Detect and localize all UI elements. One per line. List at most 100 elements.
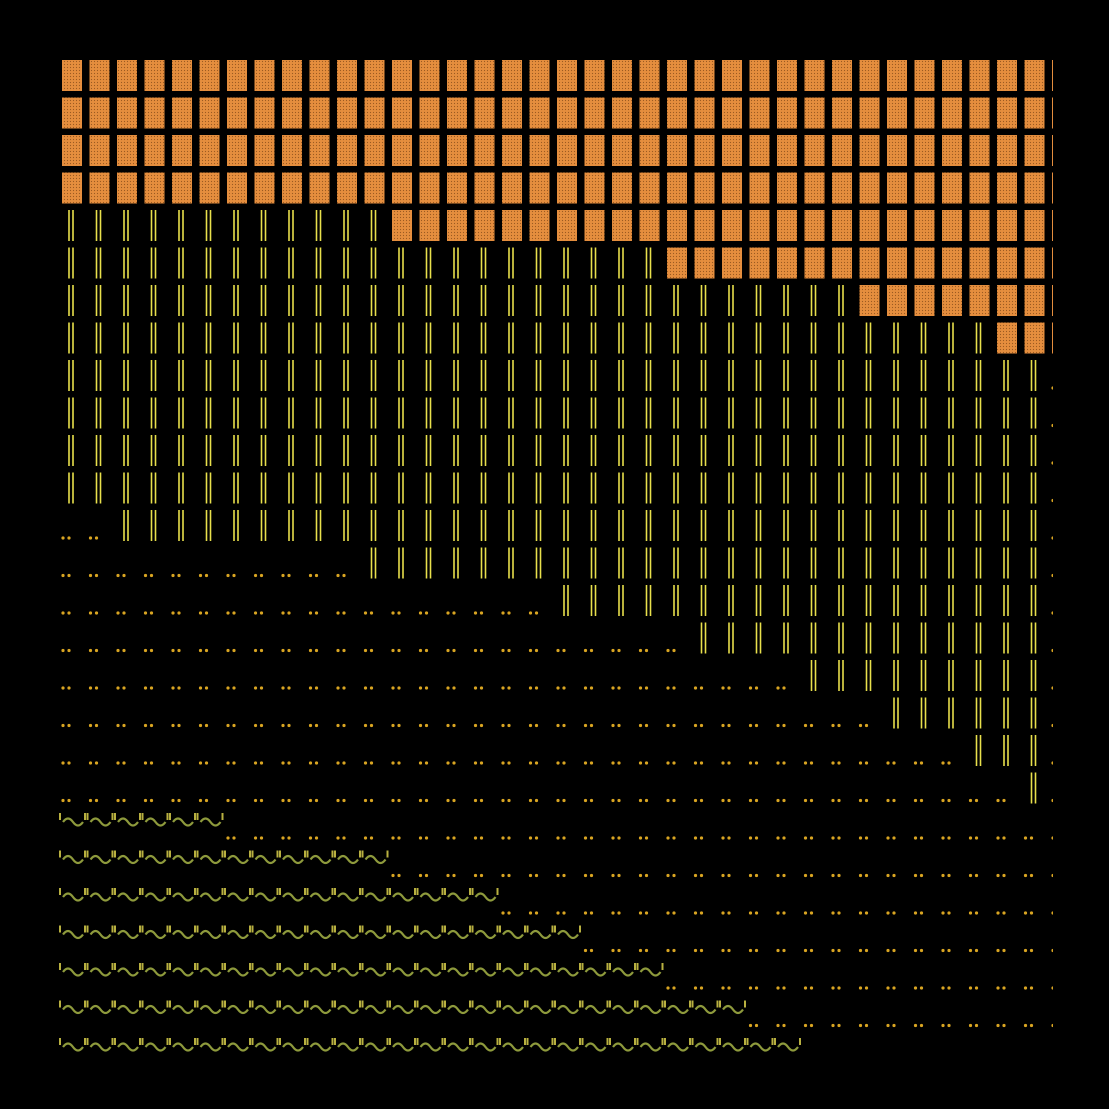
dot: [88, 573, 93, 578]
tick: [361, 963, 364, 970]
tick: [86, 1038, 89, 1045]
dot: [198, 611, 203, 615]
tick: [86, 963, 89, 970]
dot: [919, 873, 924, 878]
tick: [111, 1038, 114, 1045]
tilde: [612, 1042, 634, 1052]
tick: [389, 925, 391, 933]
dot: [1023, 986, 1028, 990]
tick: [689, 1000, 691, 1008]
dot: [672, 723, 676, 728]
orange-block: [749, 210, 770, 241]
dot: [803, 948, 808, 953]
orange-block: [502, 210, 522, 241]
dot: [1002, 836, 1006, 840]
orange-block: [694, 172, 715, 204]
dot: [748, 723, 753, 728]
orange-block: [117, 60, 137, 91]
tick: [251, 925, 254, 933]
dot: [198, 648, 203, 653]
dot: [947, 836, 951, 840]
dot: [858, 761, 863, 765]
tick: [279, 963, 281, 970]
dot: [528, 798, 533, 803]
dot: [369, 648, 374, 653]
dot: [1029, 1023, 1034, 1028]
dot: [693, 761, 698, 765]
dot: [996, 986, 1000, 990]
tilde: [309, 1042, 332, 1052]
tick: [141, 1038, 144, 1045]
dot: [589, 723, 594, 728]
orange-block: [199, 97, 220, 129]
dot: [776, 911, 780, 915]
orange-block: [199, 60, 220, 91]
dot: [589, 686, 594, 690]
orange-block: [364, 97, 385, 129]
orange-block: [474, 135, 495, 166]
dot: [974, 986, 979, 990]
tick: [276, 1000, 279, 1008]
tick: [221, 888, 224, 895]
dot: [776, 723, 780, 728]
tilde: [89, 817, 112, 827]
dot: [776, 873, 780, 878]
tick: [304, 1038, 306, 1045]
dot: [913, 836, 918, 840]
orange-block: [914, 97, 935, 129]
dot: [583, 798, 588, 803]
tick: [771, 1038, 774, 1045]
dot: [149, 686, 154, 690]
dot: [831, 873, 835, 878]
orange-block: [887, 172, 907, 204]
dot: [919, 1023, 924, 1028]
dot: [452, 873, 456, 878]
tick: [196, 850, 199, 858]
orange-block: [639, 210, 660, 241]
dot: [369, 761, 374, 765]
dot: [754, 873, 759, 878]
dot: [391, 761, 395, 765]
tick: [224, 963, 226, 970]
dot: [748, 761, 753, 765]
orange-block: [89, 60, 110, 91]
tick: [141, 925, 144, 933]
orange-block: [667, 97, 687, 129]
orange-block: [337, 97, 357, 129]
dot: [149, 648, 154, 653]
orange-block: [1052, 247, 1053, 279]
dot: [968, 948, 973, 953]
dot: [479, 611, 484, 615]
dot: [61, 536, 65, 540]
tilde: [474, 967, 497, 977]
orange-block: [144, 60, 165, 91]
dot: [259, 836, 264, 840]
dot: [809, 836, 814, 840]
dot: [446, 761, 450, 765]
dot: [259, 798, 264, 803]
orange-block: [1052, 135, 1053, 166]
dot: [666, 948, 670, 953]
tick: [441, 925, 444, 933]
dot: [727, 686, 731, 690]
tick: [139, 813, 141, 820]
orange-block: [1024, 322, 1045, 354]
dot: [418, 648, 423, 653]
dot: [61, 611, 65, 615]
dot: [424, 611, 429, 615]
dot: [589, 948, 594, 953]
dot: [473, 798, 478, 803]
tick: [414, 1038, 416, 1045]
orange-block: [529, 172, 550, 204]
dot: [94, 723, 99, 728]
tick: [196, 813, 199, 820]
tilde: [447, 967, 469, 977]
tick: [416, 963, 419, 970]
dot: [534, 611, 539, 615]
dot: [644, 873, 649, 878]
dot: [886, 798, 890, 803]
dot: [122, 798, 126, 803]
orange-block: [62, 60, 82, 91]
orange-block: [832, 97, 852, 129]
dot: [919, 948, 924, 953]
